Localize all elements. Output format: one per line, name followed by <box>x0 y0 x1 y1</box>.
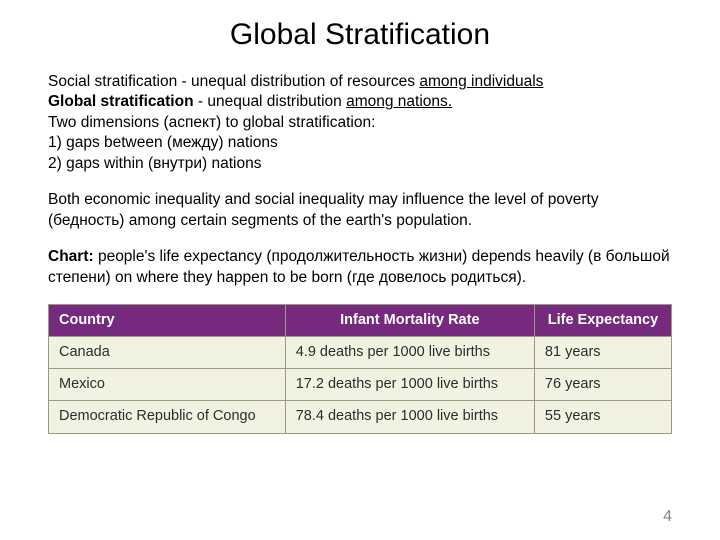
paragraph-chart-intro: Chart: people's life expectancy (продолж… <box>48 247 672 288</box>
text-bold: Global stratification <box>48 93 194 110</box>
text: - unequal distribution <box>194 93 347 110</box>
table-header-row: Country Infant Mortality Rate Life Expec… <box>49 305 672 337</box>
cell-imr: 17.2 deaths per 1000 live births <box>285 369 534 401</box>
text: 1) gaps between (между) nations <box>48 134 278 151</box>
cell-imr: 4.9 deaths per 1000 live births <box>285 337 534 369</box>
cell-le: 76 years <box>534 369 671 401</box>
text: Two dimensions (аспект) to global strati… <box>48 114 375 131</box>
text: Social stratification - unequal distribu… <box>48 73 419 90</box>
cell-imr: 78.4 deaths per 1000 live births <box>285 401 534 433</box>
paragraph-definitions: Social stratification - unequal distribu… <box>48 72 672 174</box>
cell-country: Mexico <box>49 369 286 401</box>
cell-le: 81 years <box>534 337 671 369</box>
text: Both economic inequality and social ineq… <box>48 191 599 228</box>
col-header-country: Country <box>49 305 286 337</box>
life-expectancy-table: Country Infant Mortality Rate Life Expec… <box>48 304 672 434</box>
text: 2) gaps within (внутри) nations <box>48 155 261 172</box>
cell-country: Canada <box>49 337 286 369</box>
col-header-imr: Infant Mortality Rate <box>285 305 534 337</box>
paragraph-inequality: Both economic inequality and social ineq… <box>48 190 672 231</box>
col-header-life-expectancy: Life Expectancy <box>534 305 671 337</box>
table-row: Democratic Republic of Congo 78.4 deaths… <box>49 401 672 433</box>
page-number: 4 <box>663 508 672 526</box>
text: people's life expectancy (продолжительно… <box>48 248 670 285</box>
table-row: Canada 4.9 deaths per 1000 live births 8… <box>49 337 672 369</box>
text-underline: among individuals <box>419 73 543 90</box>
cell-le: 55 years <box>534 401 671 433</box>
text-underline: among nations. <box>346 93 452 110</box>
chart-label: Chart: <box>48 248 94 265</box>
table-row: Mexico 17.2 deaths per 1000 live births … <box>49 369 672 401</box>
cell-country: Democratic Republic of Congo <box>49 401 286 433</box>
slide-title: Global Stratification <box>48 18 672 52</box>
